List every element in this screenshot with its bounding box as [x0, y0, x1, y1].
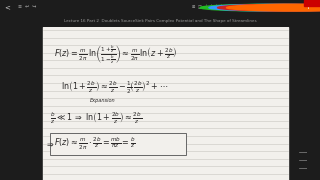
Text: Lecture 16 Part 2  Doublets SourceSink Pairs Complex Potential and The Shape of : Lecture 16 Part 2 Doublets SourceSink Pa…	[64, 19, 256, 23]
Text: +: +	[304, 2, 311, 11]
Bar	[43, 27, 288, 180]
Circle shape	[218, 4, 320, 11]
Text: Expansion: Expansion	[90, 98, 115, 103]
Text: ⊞  □  ╱  ╱  ╱  ╱  ○  ⊕  ✓  □: ⊞ □ ╱ ╱ ╱ ╱ ○ ⊕ ✓ □	[192, 4, 246, 9]
Text: $F(z) \approx \frac{m}{2\pi}\cdot\frac{2b}{z} = \frac{mb}{\pi z} = \frac{b}{z}$: $F(z) \approx \frac{m}{2\pi}\cdot\frac{2…	[54, 136, 136, 152]
Circle shape	[227, 4, 320, 11]
Circle shape	[200, 4, 320, 11]
Bar	[304, 0, 320, 6]
Circle shape	[209, 4, 320, 11]
FancyBboxPatch shape	[50, 133, 186, 155]
Text: $\frac{b}{z}\ll 1 \;\Rightarrow\; \ln\!\left(1+\frac{2b}{z}\right) \approx \frac: $\frac{b}{z}\ll 1 \;\Rightarrow\; \ln\!\…	[50, 111, 142, 126]
Text: $F(z) = \frac{m}{2\pi}\,\ln\!\left(\frac{1+\frac{b}{z}}{1-\frac{b}{z}}\right) \a: $F(z) = \frac{m}{2\pi}\,\ln\!\left(\frac…	[54, 44, 178, 66]
Text: $\ln\!\left(1+\frac{2b}{z}\right) \approx \frac{2b}{z} - \frac{1}{2}\!\left(\fra: $\ln\!\left(1+\frac{2b}{z}\right) \appro…	[61, 80, 168, 96]
Text: $\Rightarrow$: $\Rightarrow$	[45, 140, 55, 148]
Text: ≡  ↩  ↪: ≡ ↩ ↪	[18, 4, 36, 9]
Text: <: <	[4, 4, 10, 10]
